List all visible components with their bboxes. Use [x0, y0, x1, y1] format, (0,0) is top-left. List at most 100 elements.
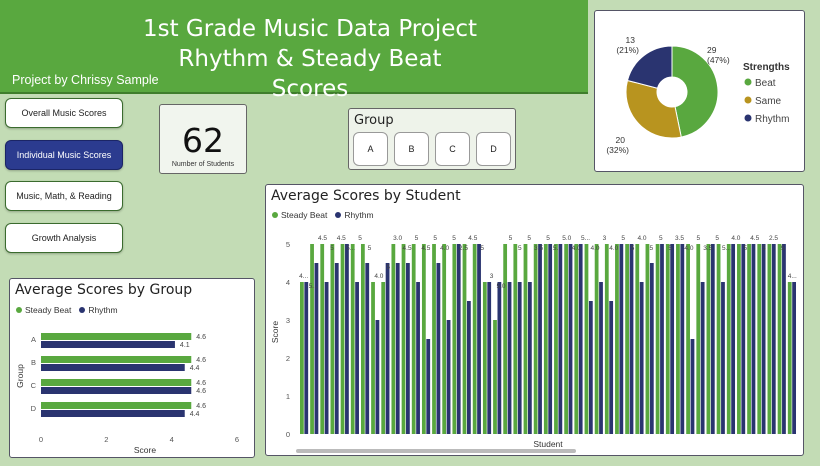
group-option-d[interactable]: D — [476, 132, 511, 166]
student-bar-steady-beat — [655, 244, 660, 434]
group-chart-title: Average Scores by Group — [15, 282, 193, 298]
group-bar-value: 4.6 — [196, 380, 206, 387]
student-bar-rhythm — [436, 263, 441, 434]
group-option-c[interactable]: C — [435, 132, 470, 166]
group-bar-value: 4.6 — [196, 403, 206, 410]
student-bar-value: 5 — [631, 245, 635, 252]
student-y-axis-title: Score — [270, 321, 280, 343]
student-bar-rhythm — [751, 244, 756, 434]
student-bar-value: 5 — [650, 245, 654, 252]
student-bar-rhythm — [466, 301, 471, 434]
student-bar-steady-beat — [686, 244, 690, 434]
group-axis-label-b: B — [31, 358, 36, 367]
student-bar-value: 4.0 — [440, 245, 449, 252]
donut-slice-rhythm — [626, 45, 673, 89]
donut-legend-dot-rhythm — [744, 114, 752, 122]
student-bar-rhythm — [548, 244, 553, 434]
rhythm-swatch — [335, 212, 342, 218]
group-bar-d-rhythm — [41, 410, 185, 417]
steady-beat-swatch — [272, 212, 278, 218]
student-bar-rhythm — [639, 282, 644, 434]
nav-overall-music-scores-button[interactable]: Overall Music Scores — [5, 98, 123, 128]
student-bar-value: 5 — [527, 235, 531, 242]
group-axis-label-c: C — [31, 381, 37, 390]
group-bar-value: 4.1 — [180, 342, 190, 349]
student-bar-rhythm — [721, 282, 725, 434]
donut-slice-same — [625, 79, 682, 139]
group-x-tick: 2 — [104, 435, 108, 444]
student-bar-steady-beat — [401, 244, 406, 434]
student-bar-steady-beat — [533, 244, 538, 434]
student-bar-value: 5 — [480, 245, 484, 252]
student-bar-value: 5 — [621, 235, 625, 242]
student-bar-rhythm — [599, 282, 603, 434]
title-line-2: Rhythm & Steady Beat Scores — [178, 46, 442, 102]
student-bar-steady-beat — [706, 244, 711, 434]
group-axis-label-a: A — [31, 335, 36, 344]
donut-slice-pct-rhythm: (21%) — [616, 45, 639, 55]
student-bar-value: 4.0 — [572, 245, 581, 252]
group-option-b[interactable]: B — [394, 132, 429, 166]
student-bar-steady-beat — [421, 244, 426, 434]
student-bar-steady-beat — [645, 244, 650, 434]
student-bar-value: 5 — [546, 235, 550, 242]
student-bar-value: 5.0 — [496, 283, 505, 290]
student-bar-rhythm — [670, 244, 675, 434]
strengths-donut-chart: 29(47%) 20(32%) 13(21%) Strengths Beat Same Rh… — [606, 35, 790, 155]
donut-legend-dot-same — [744, 96, 752, 104]
nav-music-math-reading-button[interactable]: Music, Math, & Reading — [5, 181, 123, 211]
student-bar-steady-beat — [574, 244, 579, 434]
group-axis-label-d: D — [31, 404, 37, 413]
group-x-tick: 0 — [39, 435, 43, 444]
donut-slice-label-rhythm: 13 — [626, 35, 636, 45]
student-bar-value: 4.0 — [684, 245, 693, 252]
donut-legend-label-beat: Beat — [755, 78, 776, 89]
student-bar-rhythm — [792, 282, 796, 434]
student-bar-steady-beat — [350, 244, 355, 434]
student-bar-value: 5 — [509, 235, 513, 242]
student-bar-value: 2.5 — [769, 235, 778, 242]
student-bar-rhythm — [365, 263, 370, 434]
student-bar-steady-beat — [584, 244, 589, 434]
student-bar-value: 4.5 — [337, 235, 346, 242]
nav-individual-music-scores-button[interactable]: Individual Music Scores — [5, 140, 123, 170]
group-option-a[interactable]: A — [353, 132, 388, 166]
student-bar-steady-beat — [543, 244, 548, 434]
student-bar-value: 5 — [415, 235, 419, 242]
group-x-axis-title: Score — [134, 445, 156, 455]
donut-slice-label-beat: 29 — [707, 45, 717, 55]
student-bar-rhythm — [538, 244, 542, 434]
student-bar-rhythm — [385, 263, 390, 434]
student-bar-steady-beat — [665, 244, 670, 434]
donut-legend-dot-beat — [744, 78, 752, 86]
student-y-tick: 5 — [286, 240, 290, 249]
student-bar-value: 5... — [581, 235, 590, 242]
donut-legend-label-rhythm: Rhythm — [755, 114, 789, 125]
student-bar-rhythm — [609, 301, 614, 434]
student-bar-value: 5 — [330, 245, 334, 252]
student-bar-value: 5... — [309, 283, 318, 290]
student-chart-scrollbar[interactable] — [296, 449, 576, 453]
group-bar-b-steady-beat — [41, 356, 192, 363]
student-bar-steady-beat — [594, 244, 599, 434]
group-bar-value: 4.6 — [196, 357, 206, 364]
student-bar-steady-beat — [442, 244, 447, 434]
student-x-axis-title: Student — [533, 439, 563, 449]
student-bar-value: 4.0 — [609, 245, 618, 252]
nav-growth-analysis-button[interactable]: Growth Analysis — [5, 223, 123, 253]
student-bar-value: 5 — [433, 235, 437, 242]
student-bar-steady-beat — [300, 282, 304, 434]
donut-legend-label-same: Same — [755, 96, 782, 107]
student-bar-steady-beat — [787, 282, 792, 434]
student-bar-value: 5 — [518, 245, 522, 252]
student-bar-rhythm — [334, 263, 339, 434]
student-bar-rhythm — [507, 282, 512, 434]
student-bar-rhythm — [314, 263, 319, 434]
group-bar-d-steady-beat — [41, 402, 192, 409]
student-bar-steady-beat — [625, 244, 630, 434]
student-bar-rhythm — [456, 244, 461, 434]
student-scores-chart-card: Average Scores by Student Steady Beat Rh… — [265, 184, 804, 456]
student-bar-rhythm — [426, 339, 431, 434]
legend-steady-beat: Steady Beat — [272, 210, 327, 220]
student-bar-value: 5 — [762, 245, 766, 252]
